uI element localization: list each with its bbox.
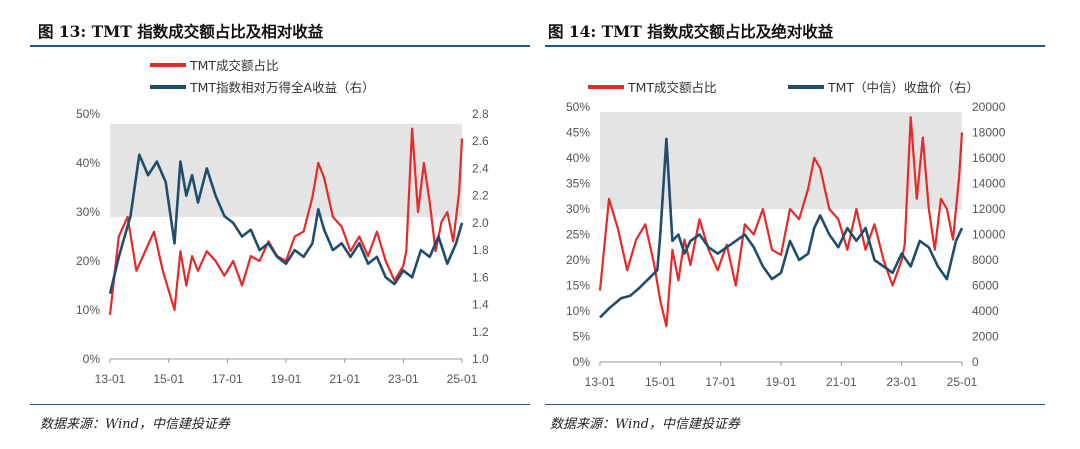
left-axis-tick-label: 45% (566, 126, 590, 140)
right-axis-tick-label: 2.4 (472, 161, 489, 175)
x-axis-tick-label: 15-01 (153, 372, 184, 386)
figure-13-title: 图 13: TMT 指数成交额占比及相对收益 (38, 22, 324, 41)
figure-14-chart: 0% 5% 10% 15% 20% 25% 30% 35% 40% 45% 50% 0 2000 4000… (566, 80, 1006, 389)
right-axis-tick-label: 1.0 (472, 352, 489, 366)
right-axis-tick-label: 1.4 (472, 298, 489, 312)
left-axis-tick-label: 0% (573, 355, 591, 369)
right-axis-tick-label: 1.6 (472, 270, 489, 284)
x-axis-tick-label: 23-01 (886, 375, 917, 389)
x-axis-tick-label: 23-01 (388, 372, 419, 386)
series-line-turnover-share (108, 127, 464, 316)
left-axis-tick-label: 40% (566, 151, 590, 165)
x-axis-tick-label: 25-01 (947, 375, 978, 389)
right-axis-tick-label: 1.8 (472, 243, 489, 257)
right-axis-tick-label: 10000 (972, 228, 1006, 242)
left-axis-tick-label: 20% (76, 254, 100, 268)
left-axis-tick-label: 30% (76, 205, 100, 219)
left-axis-tick-label: 35% (566, 177, 590, 191)
figure-14-source: 数据来源：Wind，中信建投证券 (550, 417, 740, 432)
x-axis-tick-label: 13-01 (95, 372, 126, 386)
left-axis-tick-label: 5% (573, 330, 591, 344)
left-axis-tick-label: 10% (76, 303, 100, 317)
right-axis-tick-label: 2.2 (472, 189, 489, 203)
figure-14-panel: 图 14: TMT 指数成交额占比及绝对收益 0% 5% 10% 15% 20% 25% 3… (540, 0, 1080, 449)
right-axis-tick-label: 16000 (972, 151, 1006, 165)
figure-13-source: 数据来源：Wind，中信建投证券 (40, 417, 230, 432)
right-axis-tick-label: 14000 (972, 177, 1006, 191)
figure-14-top-rule (545, 45, 1045, 47)
figure-13-panel: 图 13: TMT 指数成交额占比及相对收益 0% 10% 20% 30% 40% 50%… (0, 0, 536, 449)
legend-label: TMT成交额占比 (627, 80, 717, 95)
figure-13-chart: 0% 10% 20% 30% 40% 50% 1.0 1.2 1.4 1.6 1.8 2.0 2.2 2.… (76, 58, 489, 386)
x-axis-tick-label: 19-01 (766, 375, 797, 389)
x-axis-tick-label: 17-01 (705, 375, 736, 389)
right-axis-tick-label: 20000 (972, 100, 1006, 114)
right-axis-tick-label: 2000 (972, 330, 999, 344)
x-axis-tick-label: 25-01 (447, 372, 478, 386)
x-axis-tick-label: 21-01 (329, 372, 360, 386)
legend-label: TMT成交额占比 (189, 58, 279, 73)
figure-13-bottom-rule (30, 404, 530, 405)
right-axis-tick-label: 2.6 (472, 134, 489, 148)
left-axis-tick-label: 20% (566, 253, 590, 267)
left-axis-tick-label: 10% (566, 304, 590, 318)
legend-label: TMT（中信）收盘价（右） (827, 80, 979, 95)
left-axis-tick-label: 15% (566, 279, 590, 293)
right-axis-tick-label: 2.0 (472, 216, 489, 230)
left-axis-tick-label: 40% (76, 156, 100, 170)
series-line-index (599, 137, 964, 319)
series-line-turnover-share (598, 116, 964, 328)
left-axis-tick-label: 25% (566, 228, 590, 242)
left-axis-tick-label: 50% (76, 107, 100, 121)
right-axis-tick-label: 8000 (972, 253, 999, 267)
right-axis-tick-label: 1.2 (472, 325, 489, 339)
right-axis-tick-label: 12000 (972, 202, 1006, 216)
left-axis-tick-label: 50% (566, 100, 590, 114)
x-axis-tick-label: 19-01 (271, 372, 302, 386)
right-axis-tick-label: 2.8 (472, 107, 489, 121)
left-axis-tick-label: 30% (566, 202, 590, 216)
figure-14-title: 图 14: TMT 指数成交额占比及绝对收益 (548, 22, 834, 41)
figure-14-bottom-rule (545, 404, 1045, 405)
right-axis-tick-label: 6000 (972, 279, 999, 293)
legend-label: TMT指数相对万得全A收益（右） (189, 80, 375, 95)
x-axis-tick-label: 21-01 (826, 375, 857, 389)
x-axis-tick-label: 13-01 (585, 375, 616, 389)
left-axis-tick-label: 0% (83, 352, 101, 366)
x-axis-tick-label: 17-01 (212, 372, 243, 386)
x-axis-tick-label: 15-01 (645, 375, 676, 389)
highlight-band (600, 112, 962, 209)
right-axis-tick-label: 4000 (972, 304, 999, 318)
right-axis-tick-label: 18000 (972, 126, 1006, 140)
figure-13-top-rule (30, 45, 530, 47)
right-axis-tick-label: 0 (972, 355, 979, 369)
series-line-index (108, 153, 464, 295)
